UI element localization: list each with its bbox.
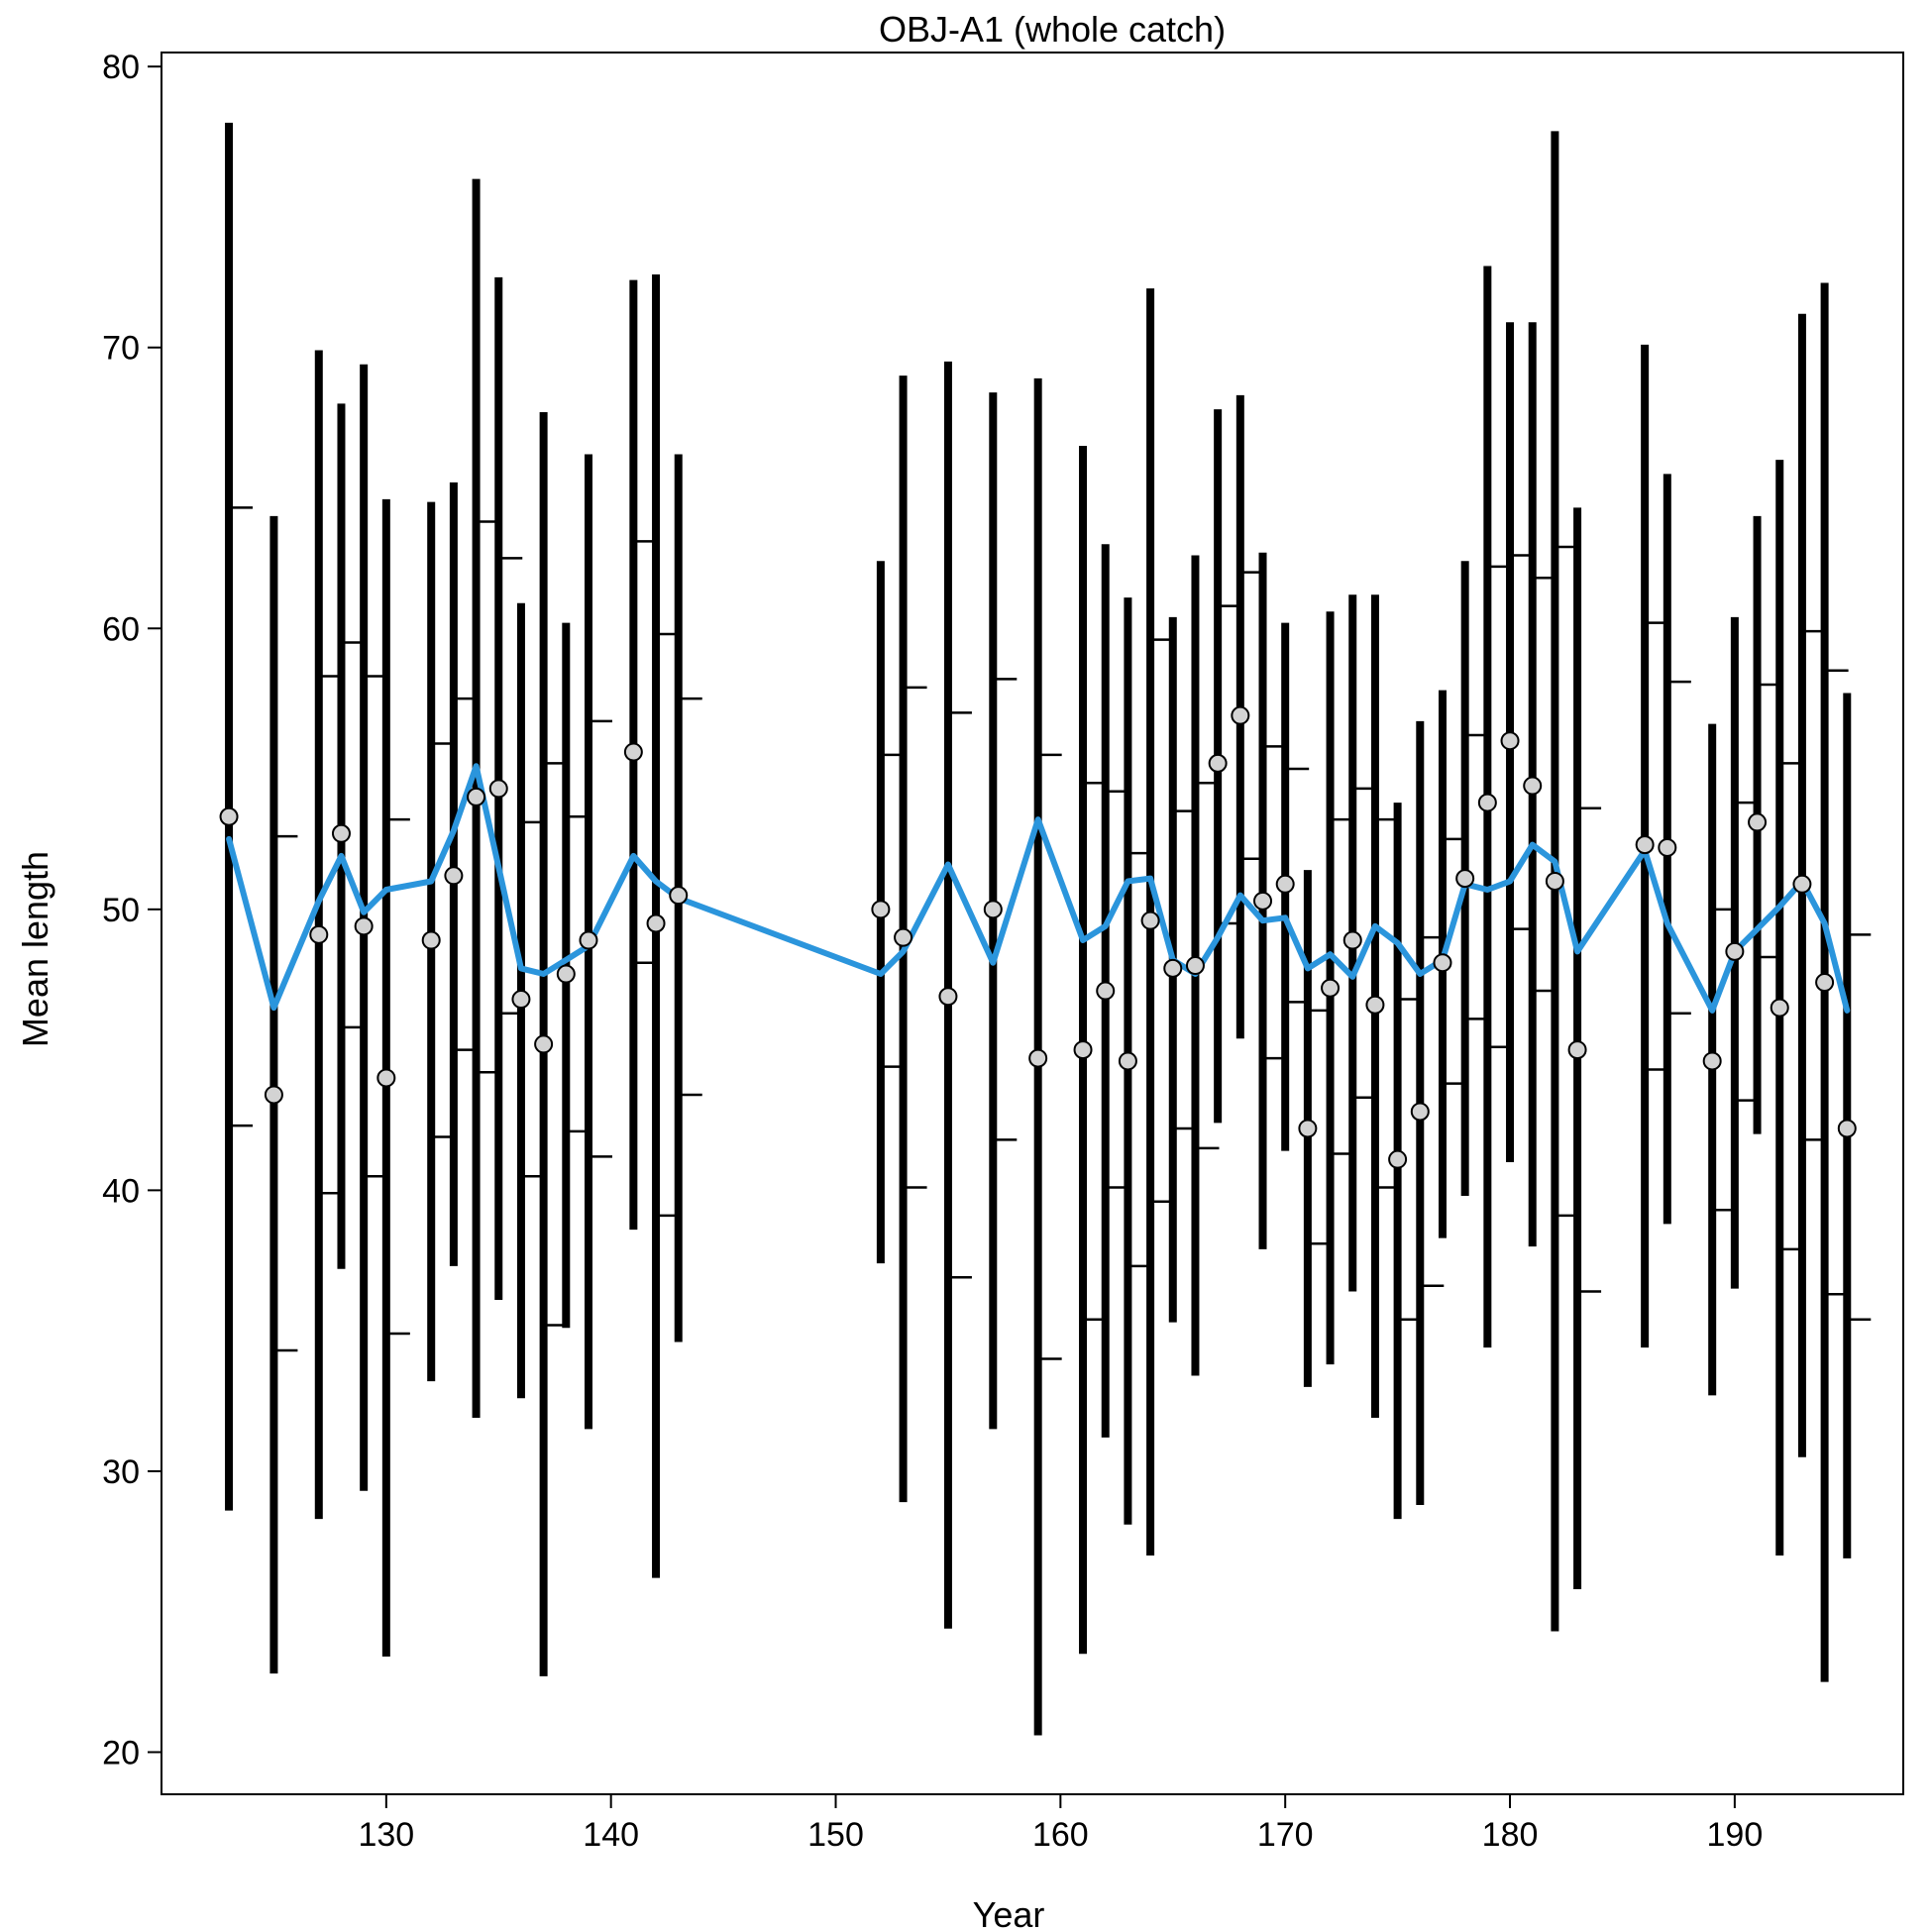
y-tick-label: 30 bbox=[102, 1453, 140, 1491]
observed-point bbox=[1321, 978, 1341, 998]
y-tick-label: 80 bbox=[102, 49, 140, 86]
observed-point bbox=[421, 930, 441, 950]
observed-point bbox=[1545, 871, 1564, 891]
observed-point bbox=[1185, 956, 1205, 976]
observed-point bbox=[1770, 998, 1789, 1018]
y-tick-label: 50 bbox=[102, 892, 140, 929]
observed-point bbox=[264, 1085, 283, 1105]
observed-point bbox=[511, 990, 531, 1010]
y-tick-label: 70 bbox=[102, 330, 140, 368]
x-axis-label: Year bbox=[973, 1894, 1045, 1932]
observed-point bbox=[1702, 1051, 1722, 1071]
x-tick-label: 190 bbox=[1707, 1816, 1764, 1854]
observed-point bbox=[623, 742, 643, 762]
observed-point bbox=[983, 900, 1003, 919]
observed-point bbox=[1231, 705, 1250, 725]
observed-point bbox=[219, 806, 239, 826]
observed-point bbox=[669, 886, 689, 906]
observed-point bbox=[1725, 941, 1745, 961]
observed-point bbox=[871, 900, 891, 919]
observed-point bbox=[1837, 1119, 1857, 1138]
expected-line-layer bbox=[226, 763, 1851, 1014]
observed-point bbox=[354, 916, 374, 936]
observed-point bbox=[376, 1068, 396, 1088]
observed-point bbox=[467, 787, 486, 806]
observed-point bbox=[1253, 891, 1273, 911]
observed-point bbox=[1208, 753, 1228, 773]
observed-point bbox=[1163, 958, 1183, 978]
observed-point bbox=[1567, 1040, 1587, 1060]
observed-points bbox=[219, 705, 1857, 1169]
observed-point bbox=[1500, 731, 1520, 751]
y-axis-label: Mean length bbox=[15, 851, 55, 1047]
observed-point bbox=[1748, 812, 1768, 832]
observed-point bbox=[1388, 1149, 1408, 1169]
observed-point bbox=[1298, 1119, 1318, 1138]
observed-point bbox=[1118, 1051, 1137, 1071]
observed-point bbox=[1342, 930, 1362, 950]
observed-point bbox=[938, 987, 958, 1007]
observed-point bbox=[1365, 995, 1385, 1015]
observed-point bbox=[1096, 981, 1116, 1001]
axes: 130 140 150 160 170 180 190 20 30 40 50 60 70 80 bbox=[102, 49, 1763, 1854]
plot-frame bbox=[161, 52, 1904, 1795]
observed-point bbox=[1477, 793, 1497, 812]
observed-point bbox=[1140, 911, 1160, 930]
y-tick-label: 60 bbox=[102, 610, 140, 648]
x-tick-label: 130 bbox=[358, 1816, 414, 1854]
observed-point bbox=[1275, 874, 1295, 894]
observed-point bbox=[894, 927, 913, 947]
interval-bars bbox=[225, 122, 1872, 1736]
observed-point bbox=[1658, 837, 1677, 857]
observed-point bbox=[1792, 874, 1812, 894]
x-tick-label: 170 bbox=[1257, 1816, 1314, 1854]
x-tick-label: 160 bbox=[1032, 1816, 1089, 1854]
observed-point bbox=[488, 779, 508, 799]
x-tick-label: 150 bbox=[807, 1816, 864, 1854]
observed-point bbox=[309, 924, 329, 944]
observed-point bbox=[1455, 869, 1475, 889]
observed-point bbox=[556, 964, 576, 984]
observed-point bbox=[1635, 835, 1655, 855]
expected-line bbox=[226, 763, 1851, 1014]
observed-point bbox=[534, 1034, 554, 1054]
observed-point bbox=[1028, 1048, 1048, 1068]
observed-point bbox=[579, 930, 598, 950]
x-tick-label: 140 bbox=[583, 1816, 639, 1854]
observed-point bbox=[1815, 973, 1835, 993]
observed-point bbox=[1410, 1102, 1430, 1122]
x-tick-label: 180 bbox=[1482, 1816, 1539, 1854]
observed-point bbox=[1523, 776, 1543, 796]
y-tick-label: 40 bbox=[102, 1172, 140, 1210]
y-tick-label: 20 bbox=[102, 1734, 140, 1771]
observed-point bbox=[646, 913, 666, 933]
observed-point bbox=[331, 823, 351, 843]
observed-point bbox=[444, 866, 464, 886]
chart-title: OBJ-A1 (whole catch) bbox=[879, 9, 1226, 50]
observed-point bbox=[1073, 1040, 1093, 1060]
observed-point bbox=[1433, 953, 1452, 973]
